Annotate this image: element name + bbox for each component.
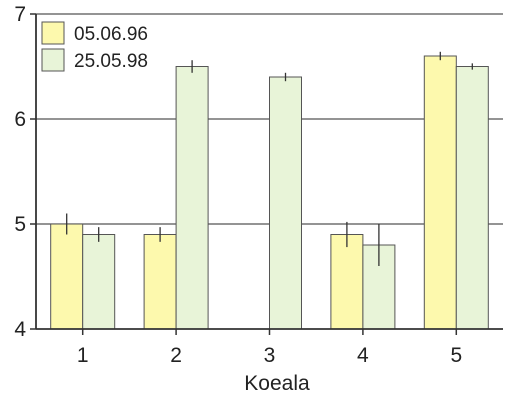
x-tick-label: 3 — [264, 344, 276, 367]
error-bars — [66, 51, 473, 266]
x-tick-label: 2 — [170, 344, 182, 367]
legend-swatch — [41, 21, 65, 45]
y-tick-label: 5 — [14, 213, 26, 236]
y-tick-label: 4 — [14, 318, 26, 341]
x-axis-title: Koeala — [244, 372, 310, 394]
x-tick-label: 1 — [77, 344, 89, 367]
bar — [143, 234, 177, 330]
x-tick-label: 4 — [357, 344, 369, 367]
legend-label: 25.05.98 — [74, 51, 148, 72]
y-tick-label: 7 — [14, 3, 26, 26]
bar — [82, 234, 116, 330]
legend: 05.06.96 25.05.98 — [41, 21, 148, 72]
bar — [269, 76, 302, 330]
bar — [455, 66, 489, 330]
y-tick-label: 6 — [14, 108, 26, 131]
bar — [330, 234, 364, 330]
x-tick-label: 5 — [450, 344, 462, 367]
x-tick-labels: 1 2 3 4 5 — [77, 344, 462, 367]
y-tick-labels: 4 5 6 7 — [14, 3, 26, 341]
legend-swatch — [41, 48, 65, 72]
bar — [175, 66, 209, 330]
bar — [423, 55, 457, 330]
legend-label: 05.06.96 — [74, 24, 148, 45]
axes — [30, 13, 503, 335]
bar — [50, 223, 84, 330]
bars — [50, 55, 489, 330]
